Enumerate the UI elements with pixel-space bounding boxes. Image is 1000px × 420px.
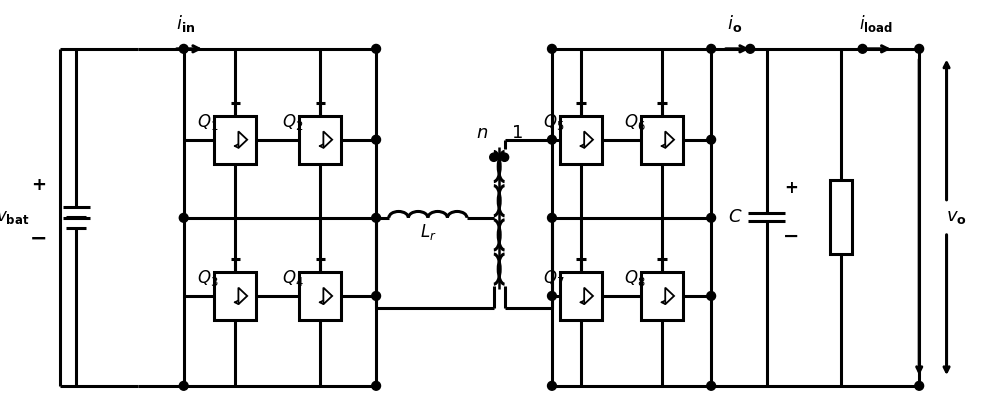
Circle shape xyxy=(548,381,556,390)
Circle shape xyxy=(372,213,381,222)
Text: $Q_4$: $Q_4$ xyxy=(282,268,304,288)
Bar xyxy=(641,116,683,164)
Text: $i_{\mathbf{in}}$: $i_{\mathbf{in}}$ xyxy=(176,13,195,34)
Text: $Q_3$: $Q_3$ xyxy=(197,268,219,288)
Circle shape xyxy=(707,213,716,222)
Text: +: + xyxy=(31,176,46,194)
Text: $C$: $C$ xyxy=(728,208,743,226)
Text: $Q_8$: $Q_8$ xyxy=(624,268,646,288)
Bar xyxy=(560,116,602,164)
Bar xyxy=(214,272,256,320)
Text: $Q_6$: $Q_6$ xyxy=(624,112,646,132)
Circle shape xyxy=(746,45,755,53)
Bar xyxy=(299,116,341,164)
Text: −: − xyxy=(783,227,799,246)
Circle shape xyxy=(179,381,188,390)
Text: $v_{\mathbf{bat}}$: $v_{\mathbf{bat}}$ xyxy=(0,208,29,226)
Circle shape xyxy=(707,135,716,144)
Circle shape xyxy=(915,45,924,53)
Circle shape xyxy=(707,45,716,53)
Circle shape xyxy=(372,381,381,390)
Bar xyxy=(830,180,852,255)
Circle shape xyxy=(548,135,556,144)
Text: $Q_1$: $Q_1$ xyxy=(197,112,219,132)
Circle shape xyxy=(179,213,188,222)
Circle shape xyxy=(548,291,556,300)
Circle shape xyxy=(858,45,867,53)
Text: $L_r$: $L_r$ xyxy=(420,222,436,242)
Circle shape xyxy=(372,45,381,53)
Circle shape xyxy=(548,45,556,53)
Circle shape xyxy=(915,381,924,390)
Text: $i_{\mathbf{o}}$: $i_{\mathbf{o}}$ xyxy=(727,13,742,34)
Circle shape xyxy=(490,153,498,161)
Text: $1$: $1$ xyxy=(511,124,523,142)
Circle shape xyxy=(707,381,716,390)
Bar xyxy=(299,272,341,320)
Text: +: + xyxy=(784,179,798,197)
Text: $i_{\mathbf{load}}$: $i_{\mathbf{load}}$ xyxy=(859,13,893,34)
Text: −: − xyxy=(29,228,47,249)
Circle shape xyxy=(372,135,381,144)
Text: $Q_7$: $Q_7$ xyxy=(543,268,565,288)
Text: $n$: $n$ xyxy=(476,124,488,142)
Bar xyxy=(560,272,602,320)
Bar xyxy=(641,272,683,320)
Bar xyxy=(214,116,256,164)
Text: $v_{\mathbf{o}}$: $v_{\mathbf{o}}$ xyxy=(946,208,967,226)
Circle shape xyxy=(179,45,188,53)
Circle shape xyxy=(500,153,509,161)
Circle shape xyxy=(548,213,556,222)
Text: $Q_5$: $Q_5$ xyxy=(543,112,565,132)
Circle shape xyxy=(372,291,381,300)
Text: $Q_2$: $Q_2$ xyxy=(282,112,304,132)
Circle shape xyxy=(707,291,716,300)
